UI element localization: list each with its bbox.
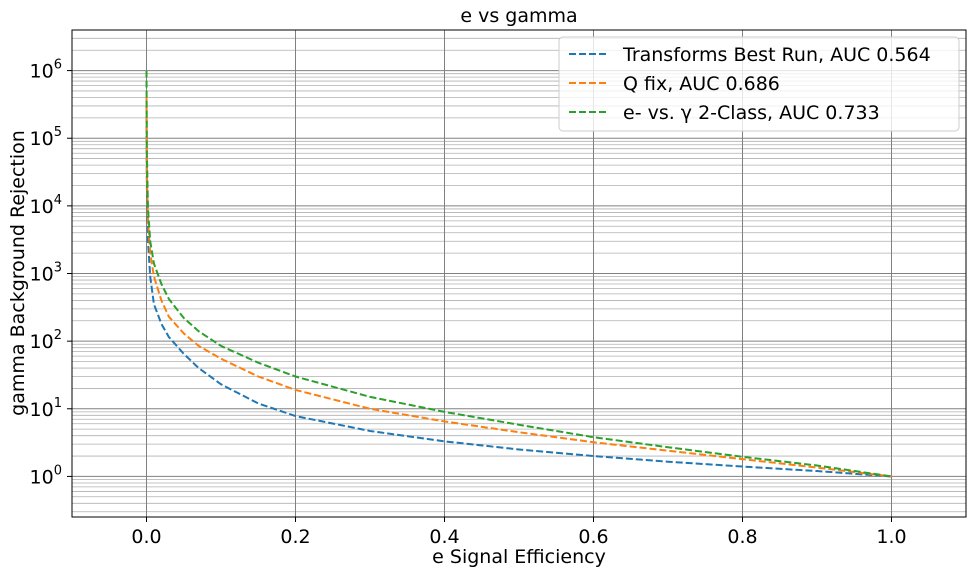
x-tick-label: 1.0 xyxy=(876,526,906,548)
y-tick-label: 101 xyxy=(30,396,62,421)
grid xyxy=(72,30,966,517)
y-tick-label: 104 xyxy=(30,193,62,218)
legend: Transforms Best Run, AUC 0.564 Q fix, AUC… xyxy=(558,36,960,132)
legend-label-3: e- vs. γ 2-Class, AUC 0.733 xyxy=(623,102,880,124)
x-tick-label: 0.8 xyxy=(727,526,757,548)
x-tick-label: 0.0 xyxy=(131,526,161,548)
y-tick-label: 102 xyxy=(30,328,62,353)
y-axis-label: gamma Background Rejection xyxy=(7,130,29,416)
x-tick-label: 0.2 xyxy=(280,526,310,548)
y-tick-label: 103 xyxy=(30,261,62,286)
legend-label-2: Q fix, AUC 0.686 xyxy=(623,73,780,95)
series-line-1 xyxy=(145,105,892,478)
series-line-2 xyxy=(145,97,892,478)
x-tick-label: 0.4 xyxy=(429,526,459,548)
legend-box xyxy=(558,36,960,132)
y-tick-label: 105 xyxy=(30,125,62,150)
series-group xyxy=(145,70,892,478)
x-axis-label: e Signal Efficiency xyxy=(432,546,606,568)
y-tick-label: 106 xyxy=(30,58,62,83)
chart-title: e vs gamma xyxy=(460,5,577,27)
legend-label-1: Transforms Best Run, AUC 0.564 xyxy=(622,44,931,66)
series-line-3 xyxy=(145,70,892,478)
y-tick-label: 100 xyxy=(30,463,62,488)
y-axis-ticks: 100 101 102 103 104 105 106 xyxy=(30,58,72,488)
x-axis-ticks: 0.0 0.2 0.4 0.6 0.8 1.0 xyxy=(131,517,907,548)
x-tick-label: 0.6 xyxy=(578,526,608,548)
